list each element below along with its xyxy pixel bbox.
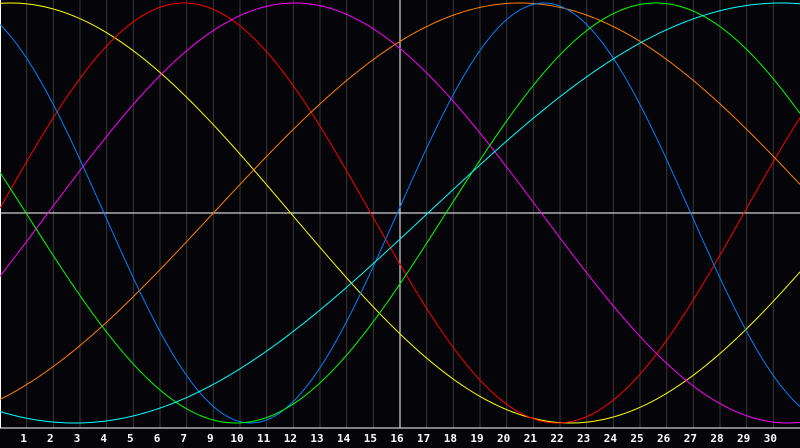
x-tick-label: 14 (337, 432, 351, 445)
x-tick-label: 6 (154, 432, 161, 445)
x-tick-label: 10 (230, 432, 243, 445)
x-tick-label: 9 (207, 432, 214, 445)
series-line-2 (0, 2, 800, 424)
x-tick-label: 17 (417, 432, 430, 445)
series-line-4 (0, 2, 800, 424)
x-tick-label: 5 (127, 432, 134, 445)
x-tick-label: 15 (364, 432, 377, 445)
x-tick-label: 23 (577, 432, 590, 445)
x-tick-label: 19 (470, 432, 483, 445)
x-tick-label: 26 (657, 432, 671, 445)
series-line-3 (0, 2, 800, 400)
x-tick-label: 21 (524, 432, 538, 445)
x-tick-label: 27 (684, 432, 697, 445)
x-tick-label: 16 (390, 432, 404, 445)
x-tick-label: 1 (20, 432, 27, 445)
series-line-0 (0, 2, 800, 424)
x-tick-label: 30 (764, 432, 777, 445)
x-tick-label: 25 (630, 432, 643, 445)
x-tick-label: 18 (444, 432, 457, 445)
series-line-6 (0, 2, 800, 424)
x-tick-label: 20 (497, 432, 510, 445)
x-tick-label: 2 (47, 432, 54, 445)
x-tick-label: 7 (180, 432, 187, 445)
x-tick-label: 4 (100, 432, 107, 445)
x-tick-label: 12 (284, 432, 297, 445)
x-tick-label: 22 (550, 432, 563, 445)
x-tick-label: 28 (710, 432, 723, 445)
x-tick-label: 13 (310, 432, 323, 445)
series-line-1 (0, 2, 800, 424)
x-tick-label: 24 (604, 432, 618, 445)
x-tick-label: 29 (737, 432, 750, 445)
x-tick-label: 3 (74, 432, 81, 445)
x-tick-label: 11 (257, 432, 271, 445)
series-line-5 (0, 2, 800, 424)
